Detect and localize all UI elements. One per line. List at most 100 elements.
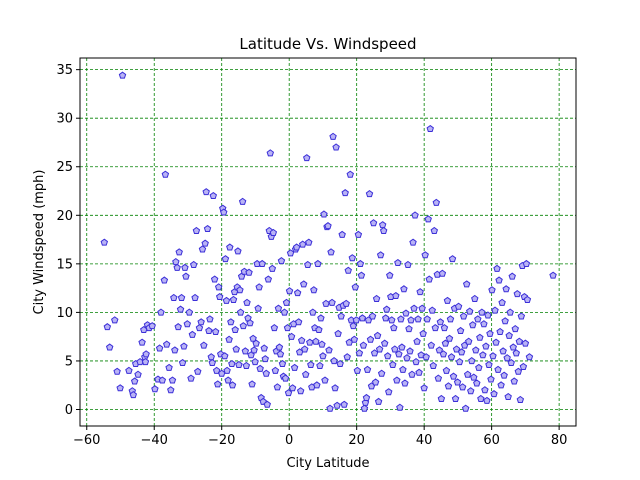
- data-point: [321, 376, 329, 384]
- data-point: [155, 344, 164, 352]
- data-point: [242, 361, 251, 369]
- data-point: [488, 286, 496, 294]
- data-point: [234, 247, 242, 255]
- data-point: [358, 314, 367, 322]
- data-point: [418, 304, 426, 312]
- data-point: [284, 389, 293, 397]
- chart-title: Latitude Vs. Windspeed: [239, 35, 416, 53]
- data-point: [383, 352, 392, 360]
- data-point: [465, 307, 474, 315]
- data-point: [469, 321, 477, 329]
- data-point: [310, 286, 318, 294]
- data-point: [206, 315, 214, 323]
- data-point: [431, 324, 440, 332]
- data-point: [260, 344, 268, 352]
- data-point: [423, 315, 431, 323]
- data-point: [188, 330, 197, 338]
- data-point: [334, 329, 342, 337]
- data-point: [369, 219, 378, 227]
- data-point: [275, 343, 284, 351]
- data-point: [500, 371, 508, 379]
- data-point: [210, 275, 219, 283]
- x-tick-label: −60: [73, 433, 100, 448]
- data-point: [490, 390, 498, 398]
- data-point: [274, 304, 283, 312]
- data-point: [444, 382, 453, 390]
- y-axis-label: City Windspeed (mph): [32, 170, 47, 315]
- data-point: [192, 226, 201, 234]
- data-point: [507, 358, 515, 367]
- data-point: [357, 271, 366, 279]
- data-point: [177, 293, 186, 301]
- data-point: [376, 251, 385, 259]
- data-point: [292, 243, 301, 251]
- data-point: [273, 383, 282, 391]
- data-point: [178, 358, 187, 367]
- data-point: [434, 374, 443, 382]
- data-point: [468, 357, 476, 365]
- data-point: [499, 347, 507, 355]
- data-point: [505, 331, 513, 339]
- y-tick-label: 15: [56, 257, 73, 272]
- data-point: [525, 353, 534, 361]
- data-point: [329, 132, 337, 140]
- data-point: [305, 238, 313, 246]
- data-point: [176, 305, 185, 313]
- data-point: [113, 367, 121, 375]
- data-point: [470, 373, 478, 381]
- data-point: [355, 349, 364, 357]
- data-point: [517, 312, 526, 320]
- data-point: [282, 298, 291, 306]
- data-point: [416, 288, 424, 296]
- data-point: [241, 347, 250, 355]
- data-point: [405, 324, 413, 333]
- data-point: [142, 350, 150, 358]
- data-point: [356, 259, 365, 268]
- data-point: [349, 322, 358, 330]
- data-point: [202, 188, 210, 196]
- data-point: [215, 292, 224, 301]
- data-point: [223, 366, 231, 374]
- x-tick-label: 60: [483, 433, 500, 448]
- data-point: [487, 375, 495, 383]
- data-point: [471, 294, 479, 302]
- data-point: [288, 384, 297, 392]
- data-point: [221, 352, 229, 360]
- data-point: [227, 318, 235, 326]
- data-point: [495, 276, 503, 284]
- data-point: [283, 324, 292, 332]
- data-point: [363, 365, 372, 373]
- data-point: [161, 170, 170, 178]
- data-point: [360, 404, 369, 412]
- data-point: [281, 374, 290, 382]
- data-point: [372, 294, 381, 302]
- data-point: [231, 325, 239, 334]
- data-point: [138, 338, 146, 346]
- data-point: [377, 369, 386, 377]
- data-point: [285, 287, 294, 295]
- data-point: [340, 400, 348, 408]
- data-point: [481, 386, 489, 394]
- data-point: [379, 226, 388, 234]
- data-point: [502, 285, 510, 293]
- data-point: [235, 360, 243, 368]
- data-point: [228, 359, 236, 368]
- data-point: [185, 308, 194, 316]
- data-point: [396, 403, 404, 411]
- data-point: [191, 293, 199, 301]
- data-point: [476, 333, 484, 341]
- data-points: [100, 71, 557, 412]
- data-point: [413, 337, 421, 345]
- data-point: [194, 367, 202, 375]
- data-point: [519, 362, 528, 370]
- data-point: [452, 345, 461, 353]
- data-point: [245, 268, 253, 276]
- data-point: [467, 387, 475, 395]
- data-point: [251, 358, 259, 366]
- data-point: [398, 343, 406, 351]
- plot-frame: [79, 57, 577, 427]
- data-point: [489, 352, 497, 360]
- y-tick-label: 10: [56, 306, 73, 321]
- data-point: [501, 317, 509, 325]
- data-point: [515, 337, 524, 345]
